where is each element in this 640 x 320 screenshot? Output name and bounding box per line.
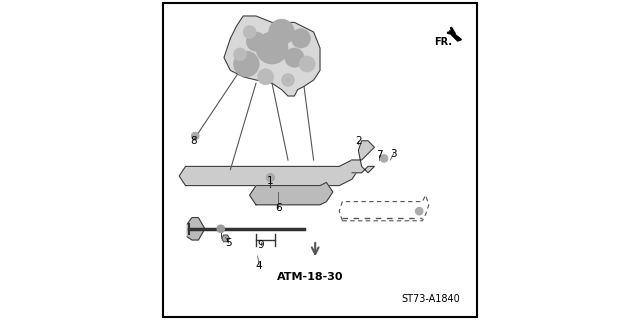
Circle shape [282,74,294,86]
Circle shape [415,207,423,215]
Circle shape [285,48,304,67]
Text: 7: 7 [376,150,383,160]
Polygon shape [224,16,320,96]
Polygon shape [179,160,358,186]
Circle shape [256,32,288,64]
Polygon shape [222,235,230,242]
Text: 6: 6 [275,203,282,213]
Text: 4: 4 [256,260,262,271]
Circle shape [300,56,316,72]
Text: 3: 3 [390,148,397,159]
Text: ATM-18-30: ATM-18-30 [276,272,343,282]
Circle shape [234,51,259,77]
Circle shape [266,173,275,182]
Circle shape [217,225,225,233]
Polygon shape [187,218,205,240]
Polygon shape [250,182,333,205]
Circle shape [269,19,294,45]
Text: 2: 2 [355,136,362,146]
Circle shape [243,26,256,38]
Circle shape [234,48,246,61]
Polygon shape [352,141,374,173]
Circle shape [380,155,388,162]
Circle shape [291,29,310,48]
Text: ST73-A1840: ST73-A1840 [401,294,460,304]
Circle shape [258,69,274,85]
Text: 8: 8 [190,136,197,146]
Text: 5: 5 [225,238,232,248]
Circle shape [246,32,266,51]
Polygon shape [450,30,461,41]
Text: 1: 1 [267,176,274,186]
Text: 9: 9 [257,240,264,250]
Text: FR.: FR. [434,36,452,47]
Circle shape [191,132,199,140]
